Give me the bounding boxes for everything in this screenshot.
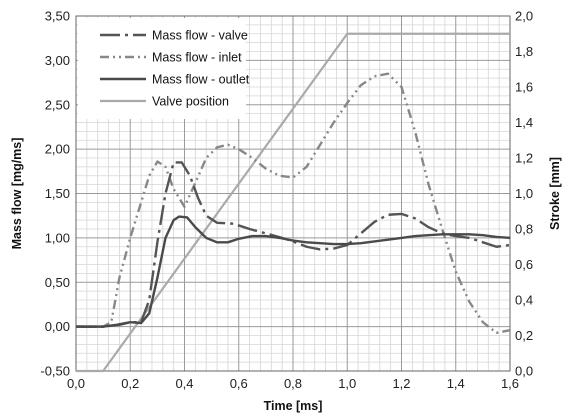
y-left-tick-label: 1,00 (45, 230, 70, 245)
legend: Mass flow - valve Mass flow - inlet Mass f… (78, 18, 250, 119)
y-left-tick-label: -0,50 (40, 364, 70, 379)
y-right-tick-label: 1,2 (515, 151, 533, 166)
y-left-tick-label: 1,50 (45, 186, 70, 201)
x-tick-label: 1,4 (447, 376, 465, 391)
series-line-mass-flow-inlet (76, 72, 511, 335)
legend-label-mass-flow-inlet: Mass flow - inlet (152, 51, 242, 65)
x-tick-label: 0,6 (230, 376, 248, 391)
x-tick-label: 0,2 (121, 376, 139, 391)
tick-labels: 0,0 0,2 0,4 0,6 0,8 1,0 1,2 1,4 1,6 -0,50 0,00 0,50… (40, 9, 533, 392)
y-left-tick-label: 0,00 (45, 319, 70, 334)
y-right-tick-label: 2,0 (515, 9, 533, 24)
x-tick-label: 1,6 (501, 376, 519, 391)
series-line-mass-flow-outlet (76, 215, 511, 328)
x-tick-label: 0,4 (175, 376, 193, 391)
y-left-tick-label: 0,50 (45, 275, 70, 290)
series-layer (76, 32, 511, 373)
series-line-valve-position (76, 32, 510, 373)
y-right-tick-label: 1,0 (515, 186, 533, 201)
x-tick-label: 1,0 (338, 376, 356, 391)
legend-label-mass-flow-outlet: Mass flow - outlet (152, 73, 250, 87)
y-left-tick-label: 2,00 (45, 142, 70, 157)
plot-frame (75, 15, 511, 372)
y-axis-right-title: Stroke [mm] (548, 157, 562, 230)
y-axis-left-title: Mass flow [mg/ms] (10, 138, 24, 250)
y-right-tick-label: 0,4 (515, 293, 533, 308)
y-right-tick-label: 0,6 (515, 257, 533, 272)
x-axis-title: Time [ms] (264, 399, 323, 413)
y-left-tick-label: 3,00 (45, 53, 70, 68)
x-tick-label: 0,8 (284, 376, 302, 391)
y-right-tick-label: 1,4 (515, 115, 533, 130)
y-right-tick-label: 0,8 (515, 222, 533, 237)
y-left-tick-label: 2,50 (45, 97, 70, 112)
y-right-tick-label: 0,2 (515, 328, 533, 343)
x-tick-label: 0,0 (67, 376, 85, 391)
legend-label-valve-position: Valve position (152, 95, 229, 109)
y-right-tick-label: 1,8 (515, 44, 533, 59)
y-left-tick-label: 3,50 (45, 9, 70, 24)
legend-label-mass-flow-valve: Mass flow - valve (152, 29, 248, 43)
x-tick-label: 1,2 (392, 376, 410, 391)
y-right-tick-label: 0,0 (515, 364, 533, 379)
y-right-tick-label: 1,6 (515, 80, 533, 95)
